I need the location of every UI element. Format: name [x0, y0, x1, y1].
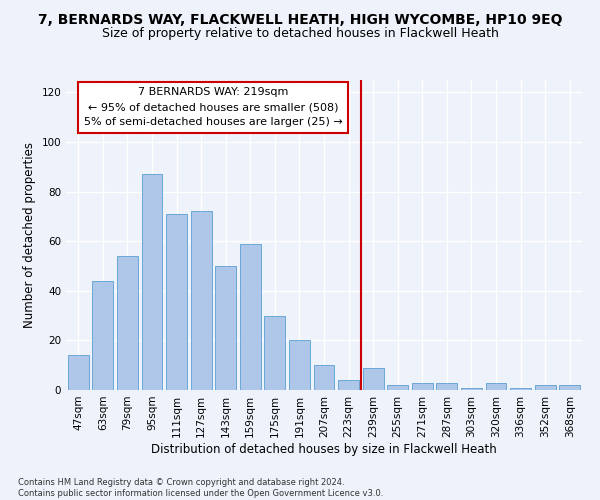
- Text: Size of property relative to detached houses in Flackwell Heath: Size of property relative to detached ho…: [101, 28, 499, 40]
- Bar: [485, 382, 506, 390]
- Bar: [338, 380, 359, 390]
- Text: 7 BERNARDS WAY: 219sqm
← 95% of detached houses are smaller (508)
5% of semi-det: 7 BERNARDS WAY: 219sqm ← 95% of detached…: [84, 88, 343, 127]
- Bar: [510, 388, 531, 390]
- Bar: [289, 340, 310, 390]
- Bar: [559, 385, 580, 390]
- Bar: [92, 281, 113, 390]
- Bar: [117, 256, 138, 390]
- Bar: [436, 382, 457, 390]
- Bar: [240, 244, 261, 390]
- Bar: [142, 174, 163, 390]
- X-axis label: Distribution of detached houses by size in Flackwell Heath: Distribution of detached houses by size …: [151, 442, 497, 456]
- Text: 7, BERNARDS WAY, FLACKWELL HEATH, HIGH WYCOMBE, HP10 9EQ: 7, BERNARDS WAY, FLACKWELL HEATH, HIGH W…: [38, 12, 562, 26]
- Bar: [191, 212, 212, 390]
- Bar: [461, 388, 482, 390]
- Y-axis label: Number of detached properties: Number of detached properties: [23, 142, 36, 328]
- Bar: [387, 385, 408, 390]
- Bar: [362, 368, 383, 390]
- Bar: [412, 382, 433, 390]
- Bar: [68, 356, 89, 390]
- Bar: [265, 316, 286, 390]
- Text: Contains HM Land Registry data © Crown copyright and database right 2024.
Contai: Contains HM Land Registry data © Crown c…: [18, 478, 383, 498]
- Bar: [215, 266, 236, 390]
- Bar: [166, 214, 187, 390]
- Bar: [535, 385, 556, 390]
- Bar: [314, 365, 334, 390]
